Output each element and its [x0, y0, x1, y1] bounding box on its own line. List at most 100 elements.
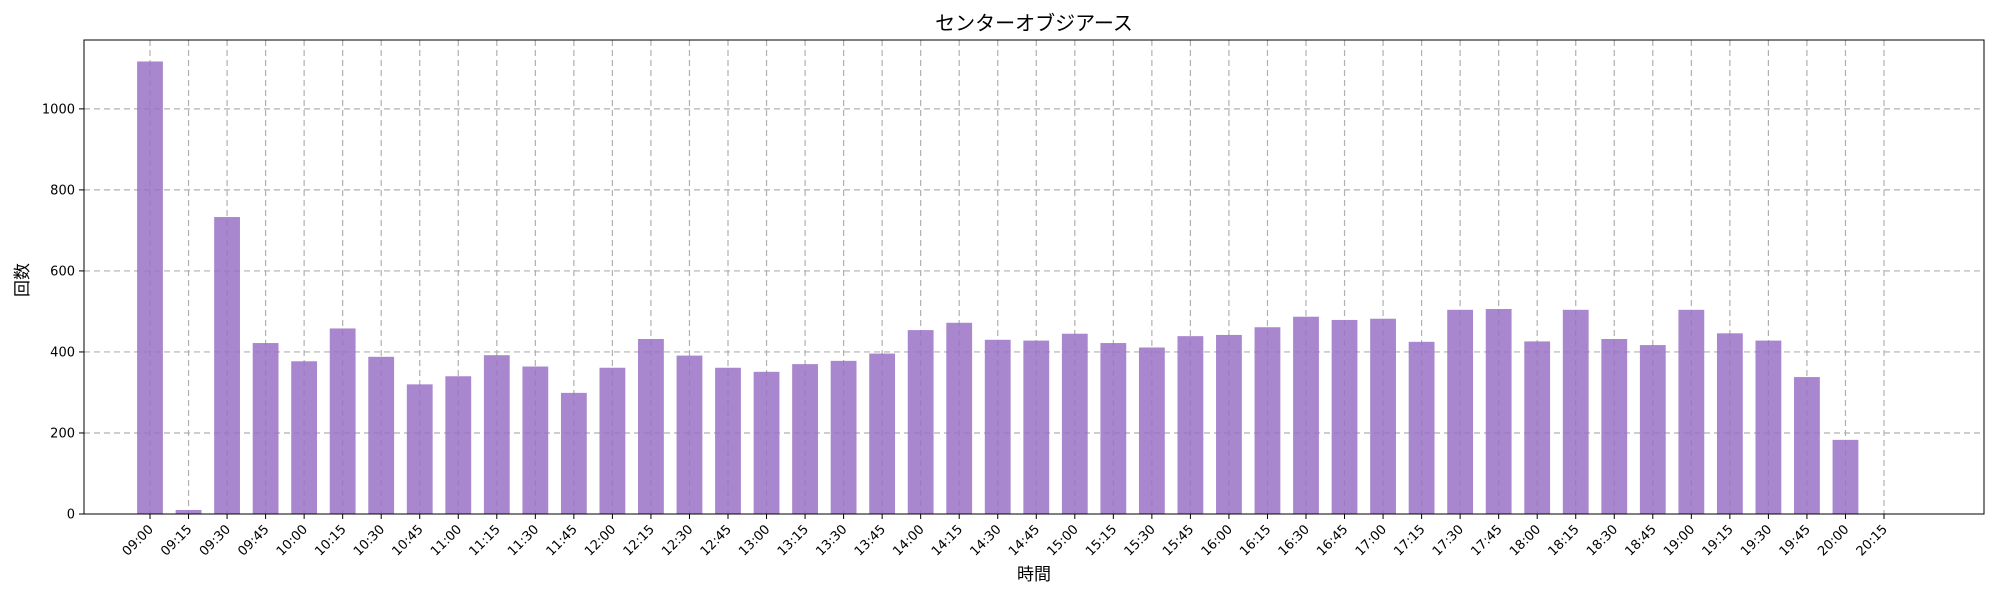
bar-0915 — [175, 509, 202, 514]
x-tick-label: 17:30 — [1430, 522, 1467, 559]
bar-1230 — [676, 355, 703, 514]
x-axis-title: 時間 — [1017, 565, 1051, 585]
x-tick-label: 17:00 — [1353, 522, 1390, 559]
bar-1815 — [1562, 309, 1589, 514]
bar-1945 — [1794, 377, 1820, 514]
y-axis-ticks: 0 200 400 600 800 1000 — [42, 102, 84, 523]
plot-frame — [83, 39, 1985, 515]
x-tick-label: 12:30 — [659, 522, 696, 559]
x-tick-label: 14:30 — [967, 522, 1004, 559]
bar-1500 — [1061, 333, 1088, 514]
x-tick-label: 18:00 — [1507, 522, 1544, 559]
bar-0945 — [252, 343, 279, 514]
x-tick-label: 09:00 — [120, 522, 157, 559]
x-tick-label: 11:00 — [428, 522, 465, 559]
bar-1830 — [1601, 338, 1628, 514]
bar-1130 — [522, 366, 549, 514]
bar-1900 — [1678, 309, 1705, 514]
bar-1445 — [1023, 340, 1050, 514]
x-tick-label: 10:45 — [389, 522, 426, 559]
bar-1630 — [1293, 316, 1319, 514]
x-tick-label: 13:15 — [775, 522, 812, 559]
x-tick-label: 20:15 — [1854, 522, 1891, 559]
x-tick-label: 15:45 — [1160, 522, 1197, 559]
bar-1415 — [946, 322, 973, 514]
x-tick-label: 10:15 — [312, 522, 349, 559]
x-tick-label: 09:30 — [197, 522, 234, 559]
y-tick-label: 400 — [50, 345, 75, 360]
x-tick-label: 13:45 — [852, 522, 889, 559]
x-tick-label: 15:15 — [1083, 522, 1120, 559]
bar-1330 — [830, 360, 857, 514]
y-tick-label: 0 — [67, 508, 75, 523]
bar-1930 — [1755, 340, 1782, 514]
bar-1800 — [1524, 341, 1551, 514]
x-tick-label: 19:45 — [1777, 522, 1814, 559]
x-tick-label: 11:15 — [467, 522, 504, 559]
x-tick-label: 15:30 — [1122, 522, 1159, 559]
bar-1145 — [560, 392, 587, 514]
bar-1030 — [368, 356, 395, 514]
bar-1845 — [1639, 345, 1666, 514]
bar-1715 — [1408, 341, 1435, 514]
bar-1615 — [1254, 327, 1281, 514]
bar-1015 — [329, 328, 356, 514]
x-tick-label: 17:15 — [1391, 522, 1428, 559]
bar-1745 — [1485, 309, 1512, 514]
x-tick-label: 19:15 — [1700, 522, 1737, 559]
x-tick-label: 12:00 — [582, 522, 619, 559]
bar-1430 — [984, 339, 1011, 514]
x-tick-label: 09:45 — [235, 522, 272, 559]
bar-1100 — [445, 376, 472, 514]
x-axis-ticks: 09:00 09:15 09:30 09:45 10:00 10:15 10:30 10:45… — [120, 514, 1891, 559]
bars — [137, 61, 1859, 515]
x-tick-label: 17:45 — [1468, 522, 1505, 559]
bar-1730 — [1447, 309, 1474, 514]
x-tick-label: 14:45 — [1006, 522, 1043, 559]
x-tick-label: 13:00 — [736, 522, 773, 559]
x-tick-label: 16:45 — [1314, 522, 1351, 559]
x-tick-label: 14:00 — [890, 522, 927, 559]
bar-1515 — [1100, 343, 1127, 514]
x-tick-label: 16:30 — [1276, 522, 1313, 559]
x-tick-label: 09:15 — [158, 522, 195, 559]
bar-1245 — [715, 367, 741, 514]
x-tick-label: 13:30 — [813, 522, 850, 559]
x-tick-label: 12:15 — [621, 522, 658, 559]
y-tick-label: 1000 — [42, 102, 75, 117]
bar-1315 — [792, 364, 818, 514]
x-tick-label: 16:15 — [1237, 522, 1274, 559]
x-tick-label: 19:30 — [1738, 522, 1775, 559]
bar-1000 — [291, 361, 318, 514]
x-tick-label: 11:45 — [544, 522, 581, 559]
x-tick-label: 19:00 — [1661, 522, 1698, 559]
bar-0900 — [137, 61, 163, 514]
x-tick-label: 18:30 — [1584, 522, 1621, 559]
bar-1045 — [406, 384, 433, 514]
y-axis-title: 回数 — [13, 263, 33, 297]
bar-1215 — [638, 338, 664, 514]
bar-1600 — [1216, 334, 1242, 514]
x-tick-label: 20:00 — [1815, 522, 1852, 559]
x-tick-label: 16:00 — [1199, 522, 1236, 559]
x-tick-label: 10:30 — [351, 522, 388, 559]
y-tick-label: 600 — [50, 264, 75, 279]
bar-2000 — [1832, 439, 1859, 514]
bar-1530 — [1138, 347, 1165, 514]
x-tick-label: 15:00 — [1045, 522, 1082, 559]
x-tick-label: 11:30 — [505, 522, 542, 559]
bar-1700 — [1370, 318, 1396, 514]
bar-1915 — [1716, 333, 1743, 514]
y-tick-label: 200 — [50, 426, 75, 441]
bar-1300 — [753, 371, 780, 514]
y-tick-label: 800 — [50, 183, 75, 198]
bar-1200 — [599, 367, 626, 514]
x-tick-label: 18:15 — [1545, 522, 1582, 559]
x-tick-label: 10:00 — [274, 522, 311, 559]
x-tick-label: 18:45 — [1623, 522, 1660, 559]
bar-0930 — [214, 217, 240, 515]
bar-1645 — [1331, 319, 1358, 514]
bar-1400 — [907, 330, 934, 514]
